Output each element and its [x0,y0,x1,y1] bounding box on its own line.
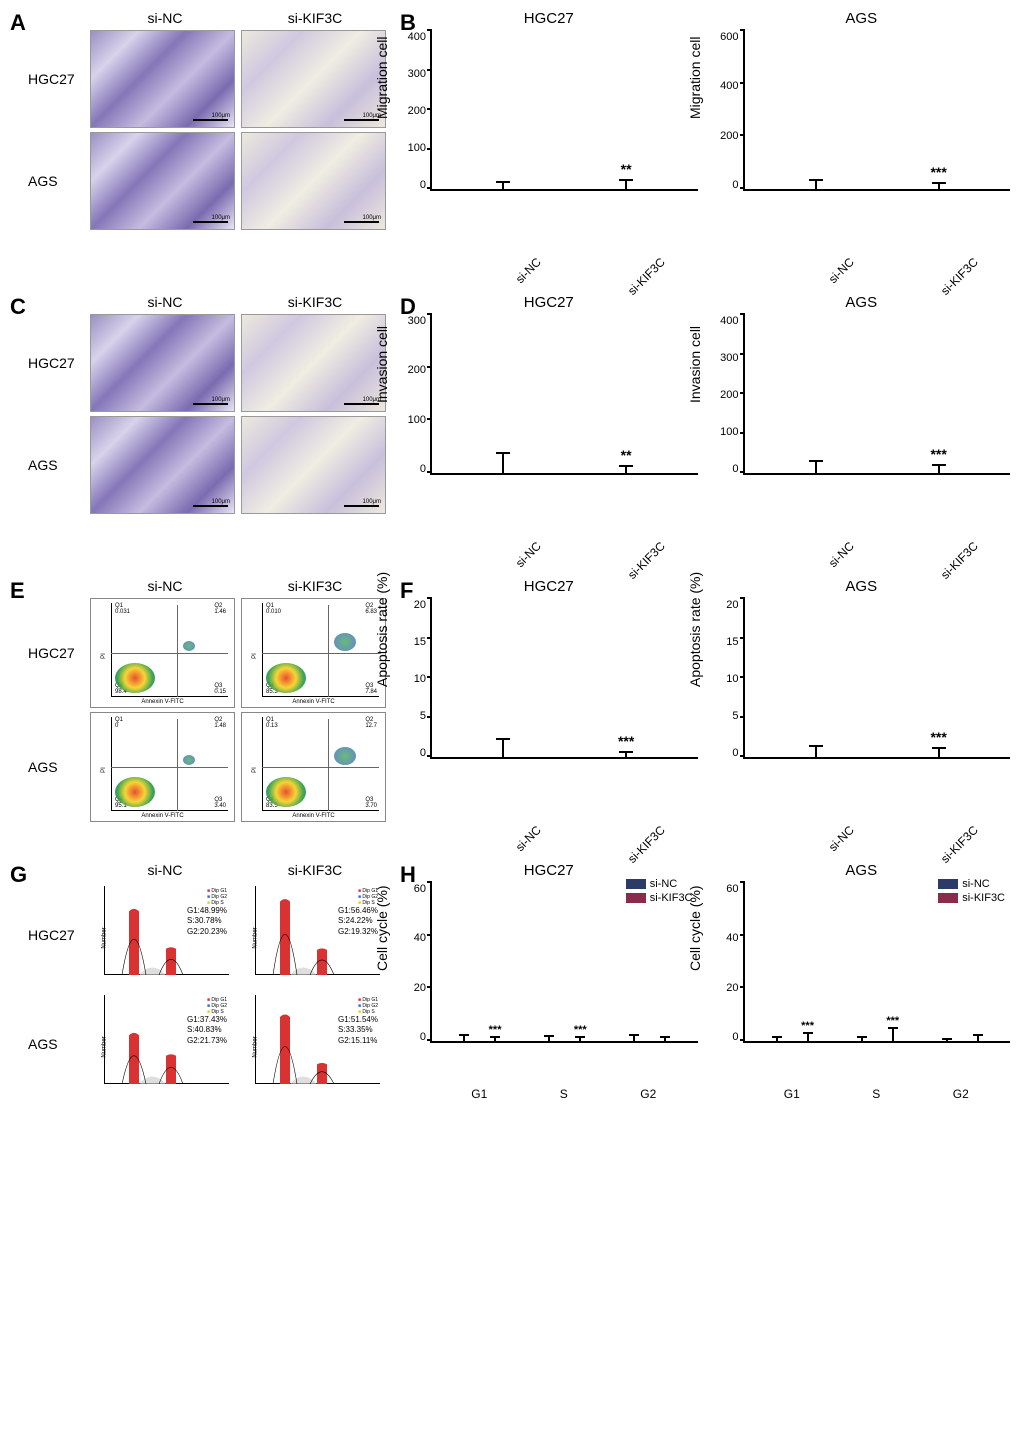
x-axis-label: G2 [953,1087,969,1101]
micrograph-grid-a: HGC27100μm100μmAGS100μm100μm [20,30,390,230]
y-axis-label: Apoptosis rate (%) [374,572,390,687]
cell-line-label: AGS [20,173,90,189]
panel-g: G si-NC si-KIF3C HGC27 Number ■ Dip G1■ … [10,862,390,1101]
figure-root: A si-NC si-KIF3C HGC27100μm100μmAGS100μm… [0,0,1020,1136]
panel-b: B HGC27Migration cell4003002001000**si-N… [400,10,1010,269]
panel-f: F HGC27Apoptosis rate (%)20151050***si-N… [400,578,1010,837]
chart-title: AGS [713,10,1011,27]
cell-line-label: HGC27 [20,355,90,371]
panel-e: E si-NC si-KIF3C HGC27 PIAnnexin V-FITC … [10,578,390,837]
flow-cytometry-plot: PIAnnexin V-FITC Q1 0.13 Q2 12.7 Q3 3.70… [241,712,386,822]
flow-cytometry-plot: PIAnnexin V-FITC Q1 0 Q2 1.48 Q3 3.40 Q4… [90,712,235,822]
header-si-nc: si-NC [90,10,240,30]
panel-h: H HGC27Cell cycle (%)6040200si-NCsi-KIF3… [400,862,1010,1101]
cell-line-label: HGC27 [20,645,90,661]
flow-cytometry-plot: PIAnnexin V-FITC Q1 0.010 Q2 6.83 Q3 7.8… [241,598,386,708]
row-cd: C si-NC si-KIF3C HGC27100μm100μmAGS100μm… [10,294,1010,553]
panel-c-label: C [10,294,26,320]
panel-a-label: A [10,10,26,36]
y-axis-label: Invasion cell [687,326,703,403]
y-axis-label: Migration cell [687,37,703,119]
x-axis-label: S [872,1087,880,1101]
y-axis-label: Migration cell [374,37,390,119]
micrograph: 100μm [90,30,235,128]
x-axis-label: G1 [471,1087,487,1101]
chart-title: HGC27 [400,294,698,311]
bar-chart: AGSApoptosis rate (%)20151050***si-NCsi-… [713,578,1011,837]
micrograph: 100μm [90,132,235,230]
panel-c: C si-NC si-KIF3C HGC27100μm100μmAGS100μm… [10,294,390,553]
cell-cycle-histogram: Number ■ Dip G1■ Dip G2■ Dip S G1:51.54%… [241,991,386,1096]
cell-line-label: AGS [20,1036,90,1052]
bar-chart: HGC27Invasion cell3002001000**si-NCsi-KI… [400,294,698,553]
flow-cytometry-plot: PIAnnexin V-FITC Q1 0.031 Q2 1.46 Q3 0.1… [90,598,235,708]
chart-title: HGC27 [400,10,698,27]
cell-line-label: AGS [20,457,90,473]
micrograph: 100μm [241,314,386,412]
flow-grid-e: HGC27 PIAnnexin V-FITC Q1 0.031 Q2 1.46 … [20,598,390,822]
bar-chart: AGSInvasion cell4003002001000***si-NCsi-… [713,294,1011,553]
x-axis-label: S [560,1087,568,1101]
chart-title: HGC27 [400,862,698,879]
chart-title: AGS [713,862,1011,879]
cell-cycle-histogram: Number ■ Dip G1■ Dip G2■ Dip S G1:37.43%… [90,991,235,1096]
micrograph: 100μm [241,416,386,514]
micrograph: 100μm [241,30,386,128]
row-ab: A si-NC si-KIF3C HGC27100μm100μmAGS100μm… [10,10,1010,269]
x-axis-label: G2 [640,1087,656,1101]
header-si-kif3c: si-KIF3C [240,10,390,30]
y-axis-label: Cell cycle (%) [687,885,703,971]
cell-line-label: HGC27 [20,71,90,87]
bar-chart: HGC27Apoptosis rate (%)20151050***si-NCs… [400,578,698,837]
y-axis-label: Cell cycle (%) [374,885,390,971]
panel-e-label: E [10,578,25,604]
micrograph: 100μm [241,132,386,230]
grouped-bar-chart: AGSCell cycle (%)6040200si-NCsi-KIF3C***… [713,862,1011,1101]
x-axis-label: G1 [784,1087,800,1101]
cell-line-label: AGS [20,759,90,775]
y-axis-label: Invasion cell [374,326,390,403]
cycle-grid-g: HGC27 Number ■ Dip G1■ Dip G2■ Dip S G1:… [20,882,390,1096]
panel-d: D HGC27Invasion cell3002001000**si-NCsi-… [400,294,1010,553]
bar-chart: HGC27Migration cell4003002001000**si-NCs… [400,10,698,269]
bar-chart: AGSMigration cell6004002000***si-NCsi-KI… [713,10,1011,269]
panel-a: A si-NC si-KIF3C HGC27100μm100μmAGS100μm… [10,10,390,269]
y-axis-label: Apoptosis rate (%) [687,572,703,687]
micrograph: 100μm [90,314,235,412]
cell-line-label: HGC27 [20,927,90,943]
chart-title: AGS [713,294,1011,311]
micrograph-grid-c: HGC27100μm100μmAGS100μm100μm [20,314,390,514]
chart-title: HGC27 [400,578,698,595]
cell-cycle-histogram: Number ■ Dip G1■ Dip G2■ Dip S G1:56.46%… [241,882,386,987]
micrograph: 100μm [90,416,235,514]
panel-g-label: G [10,862,27,888]
row-gh: G si-NC si-KIF3C HGC27 Number ■ Dip G1■ … [10,862,1010,1101]
row-ef: E si-NC si-KIF3C HGC27 PIAnnexin V-FITC … [10,578,1010,837]
chart-title: AGS [713,578,1011,595]
cell-cycle-histogram: Number ■ Dip G1■ Dip G2■ Dip S G1:48.99%… [90,882,235,987]
grouped-bar-chart: HGC27Cell cycle (%)6040200si-NCsi-KIF3C*… [400,862,698,1101]
